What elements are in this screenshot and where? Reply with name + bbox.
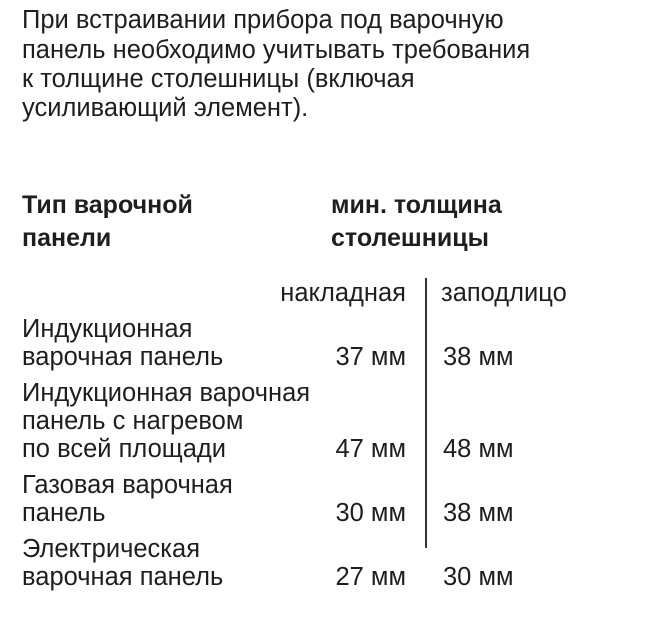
column-divider xyxy=(425,278,427,548)
row-name: Газовая варочная xyxy=(22,471,233,499)
type-header: панели xyxy=(22,224,112,252)
column-flush: заподлицо xyxy=(441,279,567,307)
row-name: Индукционная варочная xyxy=(22,379,311,407)
flush-value: 30 мм xyxy=(443,563,514,591)
overlay-value: 37 мм xyxy=(335,343,406,371)
overlay-value: 27 мм xyxy=(335,563,406,591)
flush-value: 48 мм xyxy=(443,435,514,463)
intro-line: к толщине столешницы (включая xyxy=(22,65,415,93)
row-name: варочная панель xyxy=(22,343,224,371)
overlay-value: 30 мм xyxy=(335,499,406,527)
intro-line: При встраивании прибора под варочную xyxy=(22,6,504,34)
row-name: панель xyxy=(22,499,106,527)
type-header: Тип варочной xyxy=(22,191,193,219)
row-name: варочная панель xyxy=(22,563,224,591)
row-name: Электрическая xyxy=(22,535,201,563)
overlay-value: 47 мм xyxy=(335,435,406,463)
column-overlay: накладная xyxy=(280,279,406,307)
thickness-header: столешницы xyxy=(331,224,489,252)
row-name: Индукционная xyxy=(22,315,193,343)
thickness-header: мин. толщина xyxy=(331,191,502,219)
intro-line: усиливающий элемент). xyxy=(22,94,309,122)
row-name: панель с нагревом xyxy=(22,407,244,435)
flush-value: 38 мм xyxy=(443,343,514,371)
row-name: по всей площади xyxy=(22,435,227,463)
intro-line: панель необходимо учитывать требования xyxy=(22,36,531,64)
flush-value: 38 мм xyxy=(443,499,514,527)
